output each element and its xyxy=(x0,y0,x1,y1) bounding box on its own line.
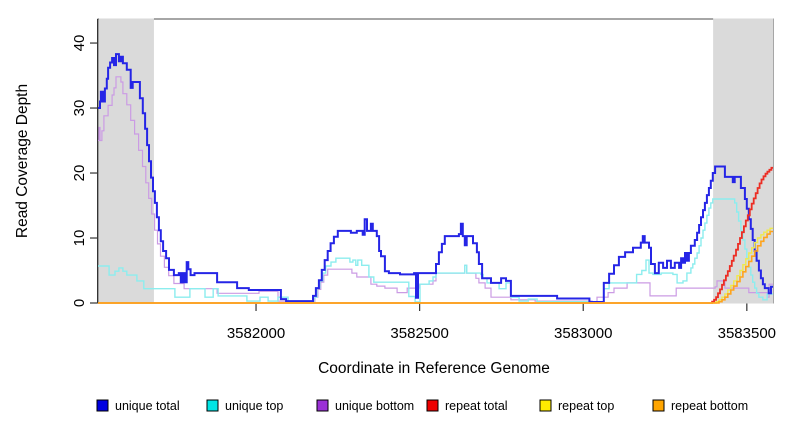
y-tick-label-30: 30 xyxy=(71,100,88,117)
y-tick-label-0: 0 xyxy=(71,299,88,307)
y-tick-label-10: 10 xyxy=(71,230,88,247)
legend-swatch-unique-bottom xyxy=(316,399,329,412)
shaded-region-1 xyxy=(98,18,154,304)
legend-label-unique-total: unique total xyxy=(115,399,180,413)
y-axis-title: Read Coverage Depth xyxy=(14,84,31,238)
y-tick-label-40: 40 xyxy=(71,35,88,52)
legend-label-unique-top: unique top xyxy=(225,399,283,413)
x-axis-title: Coordinate in Reference Genome xyxy=(318,360,550,377)
legend-swatch-unique-total xyxy=(96,399,109,412)
x-tick-label-3583000: 3583000 xyxy=(554,325,612,342)
legend-swatch-repeat-bottom xyxy=(652,399,665,412)
legend-swatch-unique-top xyxy=(206,399,219,412)
legend-label-unique-bottom: unique bottom xyxy=(335,399,414,413)
series-line-repeat-total xyxy=(98,166,773,304)
series-line-unique-top xyxy=(98,198,773,303)
series-line-repeat-bottom xyxy=(98,230,773,304)
legend-label-repeat-bottom: repeat bottom xyxy=(671,399,748,413)
legend-swatch-repeat-total xyxy=(426,399,439,412)
series-line-repeat-top xyxy=(98,227,773,304)
legend-swatch-repeat-top xyxy=(539,399,552,412)
y-tick-label-20: 20 xyxy=(71,165,88,182)
shaded-region-2 xyxy=(713,18,773,304)
x-tick-label-3582500: 3582500 xyxy=(390,325,448,342)
series-line-unique-total xyxy=(98,53,773,303)
x-tick-label-3582000: 3582000 xyxy=(227,325,285,342)
legend-label-repeat-top: repeat top xyxy=(558,399,614,413)
legend-label-repeat-total: repeat total xyxy=(445,399,508,413)
x-tick-label-3583500: 3583500 xyxy=(718,325,776,342)
series-line-unique-bottom xyxy=(98,76,773,303)
